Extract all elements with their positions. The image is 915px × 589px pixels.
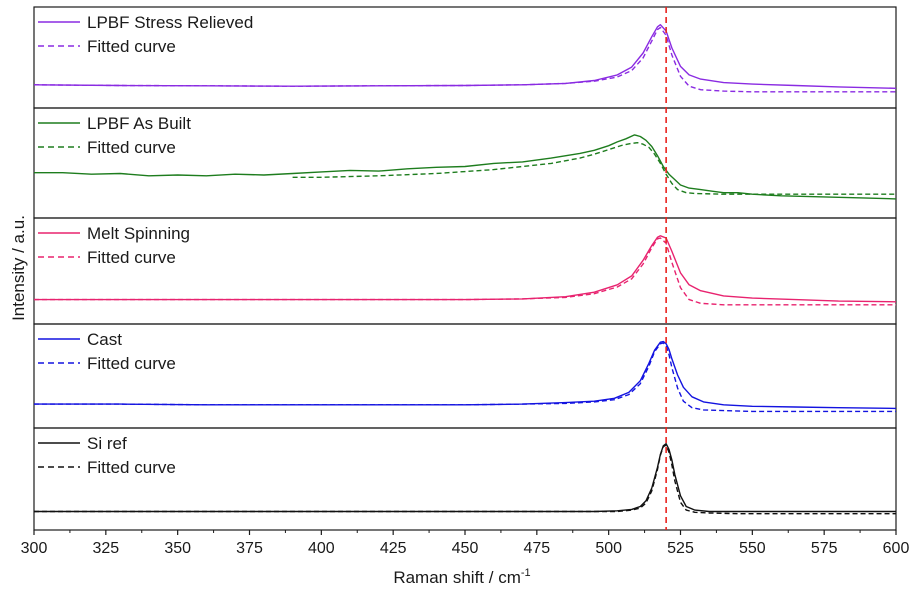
x-axis-title-superscript: -1 (521, 567, 531, 579)
series-line-fitted-curve-dashed (34, 342, 896, 413)
series-line-fitted-curve-dashed (34, 237, 896, 306)
panel-3: Melt Spinning Fitted curve (33, 217, 897, 325)
legend-label: LPBF As Built (87, 114, 191, 133)
series-line-fitted-curve-dashed (33, 26, 896, 93)
panel-frame (33, 323, 897, 429)
series-line-fitted-curve-dashed (34, 444, 896, 515)
series-line-si-ref (34, 443, 896, 513)
series-line-lpbf-as-built (34, 134, 897, 200)
legend-label: Cast (87, 330, 122, 349)
legend-label: Fitted curve (87, 138, 176, 157)
legend-label: Fitted curve (87, 37, 176, 56)
legend: LPBF Stress Relieved Fitted curve (38, 13, 253, 56)
series-line-lpbf-stress-relieved (33, 24, 897, 89)
x-tick-label: 550 (739, 540, 766, 557)
panel-5: Si ref Fitted curve (33, 427, 897, 531)
x-tick-label: 525 (667, 540, 694, 557)
y-axis-title: Intensity / a.u. (9, 215, 28, 321)
series-line-melt-spinning (34, 235, 897, 303)
panel-2: LPBF As Built Fitted curve (33, 107, 897, 219)
series-line-fitted-curve-dashed (292, 142, 896, 195)
x-tick-label: 500 (595, 540, 622, 557)
legend: Cast Fitted curve (38, 330, 176, 373)
x-tick-label: 400 (308, 540, 335, 557)
panel-1: LPBF Stress Relieved Fitted curve (33, 6, 897, 109)
x-tick-label: 325 (92, 540, 119, 557)
legend-label: Si ref (87, 434, 127, 453)
legend: Melt Spinning Fitted curve (38, 224, 190, 267)
legend: LPBF As Built Fitted curve (38, 114, 191, 157)
x-tick-label: 375 (236, 540, 263, 557)
panel-4: Cast Fitted curve (33, 323, 897, 429)
x-tick-label: 575 (811, 540, 838, 557)
x-axis: 300 325 350 375 400 425 450 475 500 525 550 575 600 (21, 530, 910, 557)
legend-label: LPBF Stress Relieved (87, 13, 253, 32)
x-tick-label: 450 (452, 540, 479, 557)
legend-label: Fitted curve (87, 354, 176, 373)
x-axis-title-main: Raman shift / cm (393, 568, 521, 587)
x-tick-label: 350 (164, 540, 191, 557)
x-axis-title: Raman shift / cm-1 (393, 567, 530, 587)
legend-label: Fitted curve (87, 248, 176, 267)
panel-frame (33, 427, 897, 531)
legend-label: Melt Spinning (87, 224, 190, 243)
x-tick-label: 475 (523, 540, 550, 557)
x-tick-label: 300 (21, 540, 48, 557)
legend-label: Fitted curve (87, 458, 176, 477)
legend: Si ref Fitted curve (38, 434, 176, 477)
x-tick-label: 600 (883, 540, 910, 557)
x-tick-label: 425 (380, 540, 407, 557)
series-line-cast (34, 340, 897, 410)
